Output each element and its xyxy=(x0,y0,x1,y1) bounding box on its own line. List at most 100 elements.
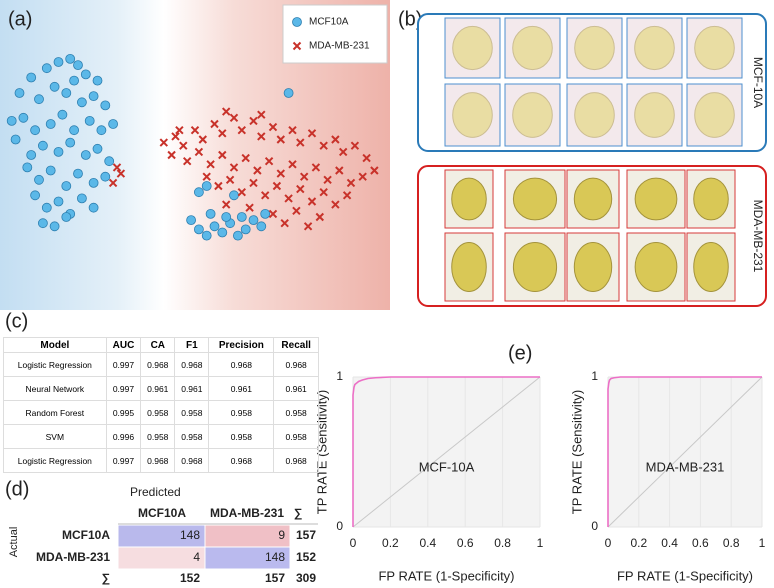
point xyxy=(112,163,122,172)
point xyxy=(315,212,325,222)
x-tick-label: 1 xyxy=(759,536,766,550)
point xyxy=(288,160,297,169)
point xyxy=(331,135,340,144)
cell xyxy=(634,92,675,138)
matrix-cell xyxy=(204,524,291,548)
annotation: MCF-10A xyxy=(419,459,475,474)
actual-label: Actual xyxy=(8,527,20,558)
cell xyxy=(512,92,553,138)
point xyxy=(296,184,305,194)
point xyxy=(232,230,243,241)
diagonal xyxy=(352,376,541,528)
x-tick-label: 0.4 xyxy=(661,536,678,550)
point xyxy=(100,100,111,111)
point xyxy=(256,221,267,232)
point xyxy=(288,125,297,135)
total-value: 309 xyxy=(296,571,316,585)
point xyxy=(331,200,340,209)
point xyxy=(311,163,321,172)
point xyxy=(240,224,251,235)
x-tick-label: 0 xyxy=(605,536,612,550)
point xyxy=(14,88,25,98)
point xyxy=(34,94,44,105)
point xyxy=(292,41,302,51)
point xyxy=(65,137,76,148)
cell xyxy=(574,25,615,71)
legend-label: MDA-MB-231 xyxy=(309,41,370,52)
point xyxy=(49,81,60,92)
point xyxy=(229,190,239,201)
point xyxy=(206,160,215,169)
point xyxy=(179,141,188,150)
y-tick-label: 1 xyxy=(336,369,343,383)
column-label: ∑ xyxy=(294,506,303,520)
table-header: Model AUC CA F1 Precision Recall xyxy=(3,337,319,353)
point xyxy=(260,208,271,219)
table-cell: 0.968 xyxy=(174,448,210,473)
point xyxy=(268,122,278,132)
point xyxy=(108,119,118,129)
x-tick-label: 0 xyxy=(350,536,357,550)
point xyxy=(323,175,332,185)
x-axis-label: FP RATE (1-Specificity) xyxy=(378,568,514,583)
point xyxy=(307,129,317,138)
cell xyxy=(451,177,487,221)
table-cell: 0.995 xyxy=(105,400,142,425)
point xyxy=(276,169,286,178)
point xyxy=(280,218,289,228)
point xyxy=(296,138,305,147)
point xyxy=(45,165,56,176)
point xyxy=(335,166,344,175)
point xyxy=(209,221,220,232)
x-tick-label: 1 xyxy=(537,536,544,550)
header-cell: Precision xyxy=(208,337,275,353)
table-cell: Logistic Regression xyxy=(3,352,107,377)
point xyxy=(292,17,302,27)
header-cell: CA xyxy=(140,337,176,353)
cell xyxy=(634,25,675,71)
point xyxy=(53,196,64,207)
diagonal xyxy=(607,376,763,528)
point xyxy=(159,138,169,147)
table-cell: 0.968 xyxy=(208,352,275,377)
table-cell: 0.996 xyxy=(105,424,142,449)
panel-label: (c) xyxy=(5,310,28,332)
point xyxy=(61,212,72,222)
header-cell: Model xyxy=(3,337,107,353)
table-cell: 0.997 xyxy=(105,448,142,473)
y-tick-label: 0 xyxy=(591,519,598,533)
header-cell: AUC xyxy=(105,337,142,353)
point xyxy=(202,172,211,181)
point xyxy=(10,134,21,145)
point xyxy=(218,150,227,160)
table-cell: 0.997 xyxy=(105,352,142,377)
point xyxy=(292,206,301,216)
point xyxy=(41,202,52,213)
point xyxy=(241,153,250,163)
point xyxy=(249,178,258,188)
point xyxy=(201,230,212,241)
point xyxy=(229,163,239,172)
point xyxy=(88,202,99,213)
x-tick-label: 0.2 xyxy=(630,536,647,550)
x-tick-label: 0.4 xyxy=(419,536,436,550)
matrix-cell xyxy=(117,546,206,570)
table-cell: 0.961 xyxy=(140,376,176,401)
point xyxy=(100,171,111,182)
table-cell: Random Forest xyxy=(3,400,107,425)
point xyxy=(57,109,68,120)
point xyxy=(245,203,254,212)
table-cell: 0.958 xyxy=(174,400,210,425)
point xyxy=(346,178,356,188)
point xyxy=(65,54,76,64)
point xyxy=(175,125,184,135)
cell xyxy=(512,242,558,292)
x-tick-label: 0.2 xyxy=(382,536,399,550)
point xyxy=(30,190,40,201)
group-label: MCF-10A xyxy=(751,57,765,108)
point xyxy=(77,193,87,204)
cell xyxy=(512,177,558,221)
point xyxy=(69,75,79,86)
header-cell: Recall xyxy=(273,337,319,353)
